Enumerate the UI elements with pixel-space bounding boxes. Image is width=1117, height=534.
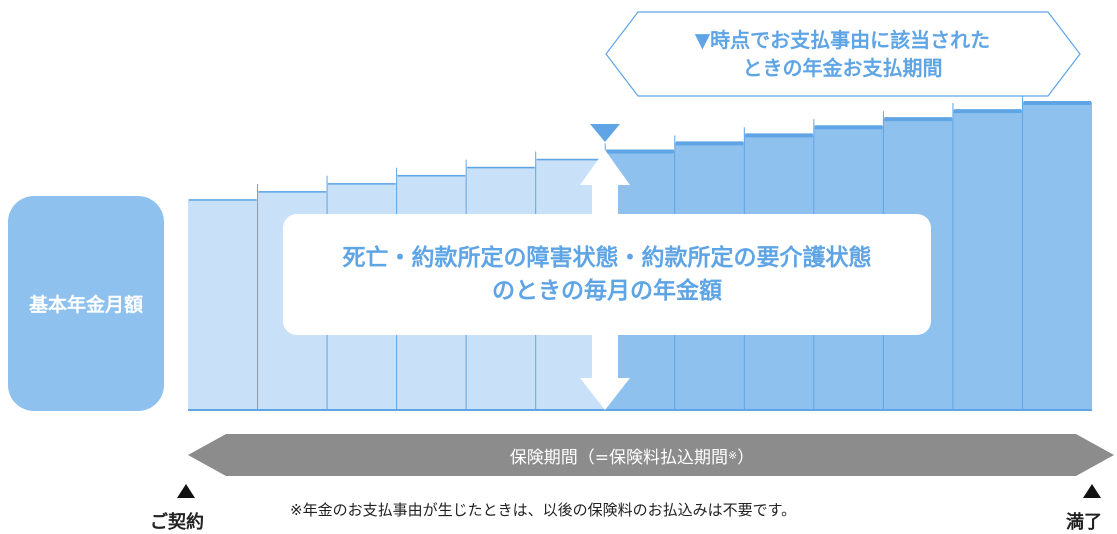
step-bar xyxy=(952,110,1023,410)
monthly-annuity-line-1: 死亡・約款所定の障害状態・約款所定の要介護状態 xyxy=(342,244,872,271)
callout-line-2: ときの年金お支払期間 xyxy=(742,56,943,80)
base-annuity-label-box: 基本年金月額 xyxy=(8,196,164,411)
period-arrow xyxy=(188,434,1114,476)
insurance-period-mark: ※ xyxy=(728,448,738,462)
maturity-marker-icon xyxy=(1083,484,1101,498)
monthly-annuity-box: 死亡・約款所定の障害状態・約款所定の要介護状態 のときの毎月の年金額 xyxy=(283,214,931,335)
step-bar xyxy=(1022,102,1092,410)
contract-start-label: ご契約 xyxy=(150,512,204,533)
callout-frame xyxy=(605,11,1081,97)
monthly-annuity-line-2: のときの毎月の年金額 xyxy=(492,277,722,304)
footnote: ※年金のお支払事由が生じたときは、以後の保険料のお払込みは不要です。 xyxy=(290,501,797,519)
insurance-period-text: 保険期間（=保険料払込期間 xyxy=(509,447,729,468)
payment-period-callout: ▼時点でお支払事由に該当された ときの年金お支払期間 xyxy=(605,13,1080,95)
step-bar xyxy=(188,199,258,410)
contract-marker-icon xyxy=(177,484,195,498)
base-annuity-label: 基本年金月額 xyxy=(28,294,143,316)
insurance-period-label: 保険期間（=保険料払込期間 ※） xyxy=(188,434,1076,476)
callout-line-1: ▼時点でお支払事由に該当された xyxy=(694,28,991,52)
maturity-label: 満了 xyxy=(1066,512,1102,533)
insurance-period-close: ） xyxy=(737,447,755,468)
event-marker-icon xyxy=(590,124,620,142)
